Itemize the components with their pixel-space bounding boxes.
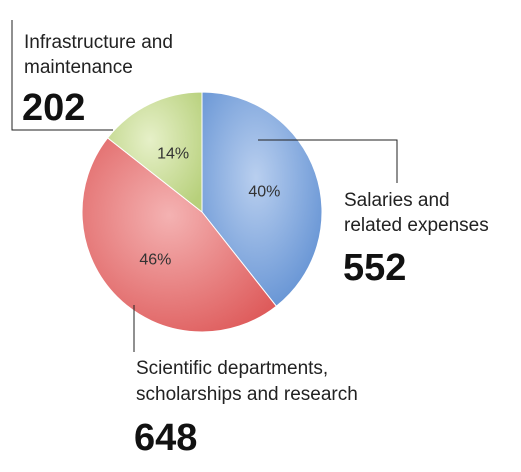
pie-slice-salaries — [201, 91, 323, 307]
slice-value-infrastructure: 202 — [22, 87, 86, 129]
leader-line-infrastructure — [11, 20, 113, 131]
slice-label-scientific-line1: Scientific departments, — [136, 358, 329, 379]
pie-percent-label-salaries: 40% — [248, 183, 280, 200]
slice-label-salaries-line2: related expenses — [344, 215, 489, 236]
pie-percent-label-scientific: 46% — [139, 252, 171, 269]
slice-label-salaries-line1: Salaries and — [344, 190, 450, 211]
pie-slice-infrastructure — [106, 91, 203, 214]
pie-slice-scientific — [81, 137, 278, 333]
slice-value-scientific: 648 — [134, 417, 198, 459]
slice-value-salaries: 552 — [343, 247, 407, 289]
slice-label-scientific-line2: scholarships and research — [136, 384, 358, 405]
leader-line-salaries — [258, 139, 398, 183]
slice-label-infrastructure-line2: maintenance — [24, 57, 133, 78]
pie-percent-label-infrastructure: 14% — [157, 146, 189, 163]
slice-label-infrastructure-line1: Infrastructure and — [24, 32, 173, 53]
